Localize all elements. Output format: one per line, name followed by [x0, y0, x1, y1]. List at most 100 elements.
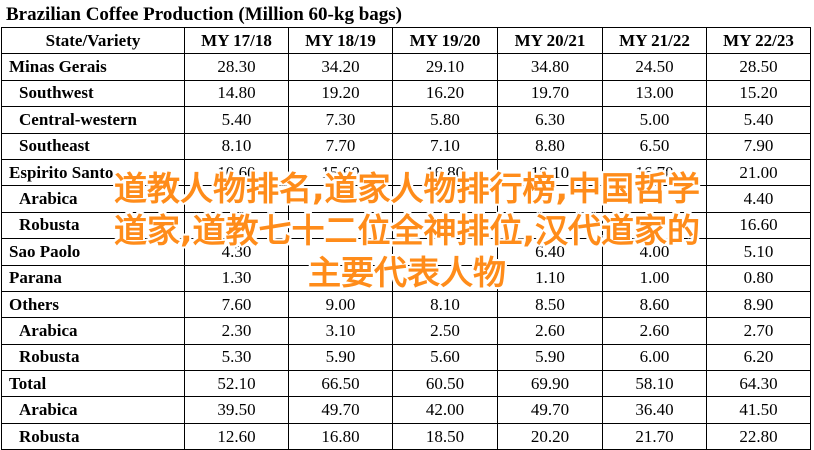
value-cell: 5.90: [288, 343, 393, 372]
row-label: Arabica: [1, 396, 185, 424]
value-cell: 28.30: [184, 53, 289, 81]
value-cell: 5.60: [392, 343, 498, 372]
value-cell: 9.00: [288, 290, 393, 319]
value-cell: 52.10: [184, 370, 289, 398]
table-row: Central-western 5.40 7.30 5.80 6.30 5.00 5.40: [1, 106, 811, 134]
value-cell: 6.40: [497, 238, 603, 266]
value-cell: 60.50: [392, 370, 498, 398]
value-cell: [288, 185, 393, 213]
value-cell: 2.50: [392, 317, 498, 345]
row-label: Robusta: [1, 422, 185, 450]
value-cell: [602, 211, 707, 240]
value-cell: 2.30: [184, 317, 289, 345]
value-cell: 64.30: [706, 370, 811, 398]
overlay-line: 道教人物排名,道家人物排行榜,中国哲学: [113, 169, 701, 208]
value-cell: 5.00: [602, 106, 707, 134]
value-cell: 2.60: [497, 317, 603, 345]
value-cell: 15.20: [706, 79, 811, 108]
value-cell: 5.40: [706, 106, 811, 134]
row-label: Arabica: [1, 317, 185, 345]
table-row: Espirito Santo 10.60 15.60 16.80 19.10 16.70 2…: [1, 158, 811, 187]
value-cell: [392, 238, 498, 266]
value-cell: 7.30: [288, 106, 393, 134]
value-cell: 41.50: [706, 396, 811, 424]
value-cell: 12.60: [184, 422, 289, 450]
row-label: Robusta: [1, 211, 185, 240]
value-cell: 7.60: [184, 290, 289, 319]
value-cell: 34.20: [288, 53, 393, 81]
coffee-production-table: State/Variety MY 17/18 MY 18/19 MY 19/20…: [1, 26, 811, 450]
value-cell: 19.70: [497, 79, 603, 108]
table-row: Others 7.60 9.00 8.10 8.50 8.60 8.90: [1, 290, 811, 319]
value-cell: 29.10: [392, 53, 498, 81]
value-cell: 36.40: [602, 396, 707, 424]
value-cell: [392, 264, 498, 292]
row-label: Espirito Santo: [1, 158, 185, 187]
value-cell: 0.80: [706, 264, 811, 292]
value-cell: 6.00: [602, 343, 707, 372]
header-my-21-22: MY 21/22: [602, 26, 707, 55]
value-cell: 13.00: [602, 79, 707, 108]
row-label: Southwest: [1, 79, 185, 108]
row-label: Southeast: [1, 132, 185, 160]
header-my-18-19: MY 18/19: [288, 26, 393, 55]
value-cell: 8.90: [706, 290, 811, 319]
value-cell: 5.40: [184, 106, 289, 134]
value-cell: 7.10: [392, 132, 498, 160]
value-cell: 1.00: [602, 264, 707, 292]
table-row: Minas Gerais 28.30 34.20 29.10 34.80 24.50 28.…: [1, 53, 811, 81]
value-cell: 19.10: [497, 158, 603, 187]
row-label: Sao Paolo: [1, 238, 185, 266]
value-cell: 14.80: [184, 79, 289, 108]
row-label: Minas Gerais: [1, 53, 185, 81]
value-cell: 21.70: [602, 422, 707, 450]
header-my-17-18: MY 17/18: [184, 26, 289, 55]
table-row: Southeast 8.10 7.70 7.10 8.80 6.50 7.90: [1, 132, 811, 160]
table-row: Arabica 4.40: [1, 185, 811, 213]
table-row: Arabica 39.50 49.70 42.00 49.70 36.40 41.50: [1, 396, 811, 424]
value-cell: 42.00: [392, 396, 498, 424]
value-cell: 58.10: [602, 370, 707, 398]
table-row: Robusta 5.30 5.90 5.60 5.90 6.00 6.20: [1, 343, 811, 372]
value-cell: 7.70: [288, 132, 393, 160]
header-my-20-21: MY 20/21: [497, 26, 603, 55]
value-cell: [184, 185, 289, 213]
value-cell: 49.70: [497, 396, 603, 424]
value-cell: 69.90: [497, 370, 603, 398]
header-my-22-23: MY 22/23: [706, 26, 811, 55]
value-cell: 18.50: [392, 422, 498, 450]
header-row: State/Variety MY 17/18 MY 18/19 MY 19/20…: [1, 26, 811, 55]
value-cell: 16.60: [706, 211, 811, 240]
row-label: Total: [1, 370, 185, 398]
value-cell: 3.10: [288, 317, 393, 345]
value-cell: 8.50: [497, 290, 603, 319]
value-cell: 66.50: [288, 370, 393, 398]
value-cell: 5.90: [497, 343, 603, 372]
value-cell: 8.10: [184, 132, 289, 160]
value-cell: 1.30: [184, 264, 289, 292]
value-cell: 39.50: [184, 396, 289, 424]
overlay-line: 道家,道教七十二位全神排位,汉代道家的: [113, 211, 701, 250]
watermark-overlay-text: 道教人物排名,道家人物排行榜,中国哲学 道家,道教七十二位全神排位,汉代道家的 主要…: [0, 168, 814, 294]
value-cell: 2.60: [602, 317, 707, 345]
value-cell: 24.50: [602, 53, 707, 81]
value-cell: 49.70: [288, 396, 393, 424]
value-cell: [602, 185, 707, 213]
value-cell: 6.30: [497, 106, 603, 134]
value-cell: 4.00: [602, 238, 707, 266]
table-title: Brazilian Coffee Production (Million 60-…: [6, 4, 402, 25]
value-cell: 5.30: [184, 343, 289, 372]
value-cell: 8.10: [392, 290, 498, 319]
value-cell: 2.70: [706, 317, 811, 345]
value-cell: [288, 264, 393, 292]
row-label: Central-western: [1, 106, 185, 134]
header-state-variety: State/Variety: [1, 26, 185, 55]
value-cell: 19.20: [288, 79, 393, 108]
value-cell: 28.50: [706, 53, 811, 81]
value-cell: 34.80: [497, 53, 603, 81]
value-cell: 6.50: [602, 132, 707, 160]
row-label: Others: [1, 290, 185, 319]
value-cell: 5.80: [392, 106, 498, 134]
value-cell: 8.80: [497, 132, 603, 160]
value-cell: 7.90: [706, 132, 811, 160]
